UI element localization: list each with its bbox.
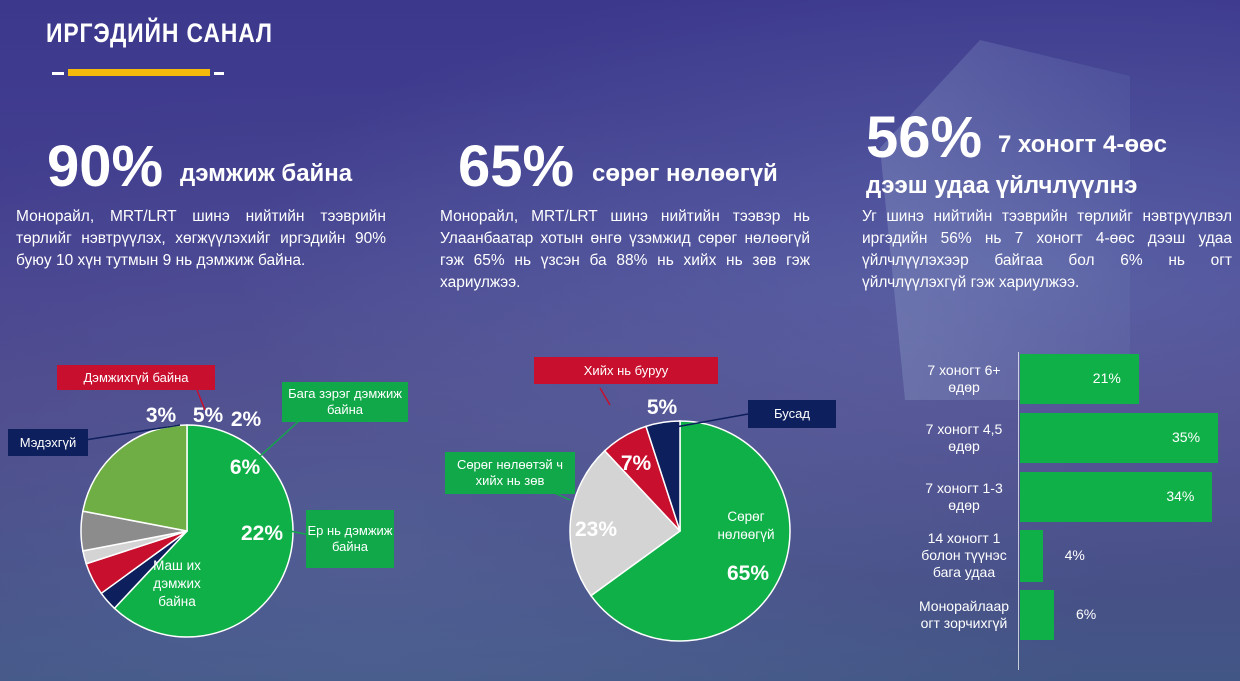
pie2-slice-0 <box>589 420 791 642</box>
title-underline-accent <box>68 69 210 76</box>
callout-somewhat-support: Бага зэрэг дэмжиж байна <box>282 382 408 422</box>
leader-line-wrong <box>599 387 611 406</box>
bar-category-label-1: 7 хоногт 4,5 өдөр <box>925 421 1003 454</box>
pie1-slice-label-5: 22% <box>241 522 283 545</box>
callout-generally-support: Ер нь дэмжиж байна <box>306 510 394 568</box>
title-underline-left <box>52 72 64 75</box>
pie2-slice-label-0: 65% <box>727 562 769 585</box>
title-underline-right <box>214 72 224 75</box>
pie2-inner-label: Сөрөг нөлөөгүй <box>717 509 775 542</box>
stat-3-label-line2: дээш удаа үйлчлүүлнэ <box>866 172 1138 199</box>
stat-2-text: Монорайл, MRT/LRT шинэ нийтийн тээвэр нь… <box>440 208 810 291</box>
bar-value-label-3: 4% <box>1064 547 1085 563</box>
leader-line-somewhat <box>257 419 301 459</box>
pie-chart-1: 62%3%5%2%6%22% <box>80 384 311 638</box>
bar-2 <box>1020 472 1213 522</box>
pie1-slice-label-2: 5% <box>193 404 224 427</box>
bar-value-label-0: 21% <box>1092 370 1121 386</box>
bar-category-label-3: 14 хоногт 1 болон түүнэс бага удаа <box>921 530 1007 580</box>
bar-1 <box>1020 413 1218 463</box>
bar-value-label-4: 6% <box>1075 606 1097 622</box>
pie2-slice-label-3: 5% <box>647 396 678 419</box>
bar-4 <box>1020 590 1054 640</box>
pie1-slice-0 <box>113 424 294 638</box>
pie-chart-2: 65% 23% 7% 5% <box>547 387 791 642</box>
pie2-slice-3 <box>645 420 681 532</box>
stat-3-value: 56% <box>866 105 983 170</box>
callout-not-support: Дэмжихгүй байна <box>57 365 215 390</box>
stat-2-value: 65% <box>458 134 575 199</box>
pie1-inner-label: Маш их дэмжих байна <box>153 558 201 609</box>
bar-chart-axis <box>1018 352 1019 670</box>
stat-3-label-line1: 7 хоногт 4-өөс <box>998 131 1168 158</box>
leader-line-other <box>669 413 749 429</box>
page-title: ИРГЭДИЙН САНАЛ <box>46 18 273 48</box>
bar-3 <box>1020 530 1043 582</box>
bar-category-label-2: 7 хоногт 1-3 өдөр <box>925 480 1003 513</box>
stat-3-text: Уг шинэ нийтийн тээврийн төрлийг нэвтрүү… <box>862 208 1232 291</box>
pie2-slice-label-1: 23% <box>575 518 617 541</box>
leader-line-unknown <box>84 424 181 441</box>
bar-value-label-2: 34% <box>1166 488 1195 504</box>
stat-1-value: 90% <box>47 134 164 199</box>
stat-1-text: Монорайл, MRT/LRT шинэ нийтийн тээврийн … <box>16 208 386 269</box>
callout-unknown: Мэдэхгүй <box>8 429 88 456</box>
callout-wrong: Хийх нь буруу <box>534 357 718 384</box>
bar-value-label-1: 35% <box>1172 429 1201 445</box>
pie1-slice-label-3: 2% <box>231 408 262 431</box>
callout-negative-but-right: Сөрөг нөлөөтэй ч хийх нь зөв <box>445 452 575 494</box>
leader-line-generally <box>284 529 311 536</box>
pie1-slice-label-1: 3% <box>146 404 177 427</box>
pie2-slice-label-2: 7% <box>621 452 652 475</box>
callout-other: Бусад <box>748 400 836 428</box>
stat-2-label: сөрөг нөлөөгүй <box>592 160 778 187</box>
bar-category-label-4: Монорайлаар огт зорчихгүй <box>918 598 1010 631</box>
pie2-slice-1 <box>569 449 682 597</box>
bar-category-label-0: 7 хоногт 6+ өдөр <box>927 362 1001 395</box>
stat-1-label: дэмжиж байна <box>180 160 353 187</box>
bar-0 <box>1020 354 1139 404</box>
pie1-slice-label-4: 6% <box>230 456 261 479</box>
